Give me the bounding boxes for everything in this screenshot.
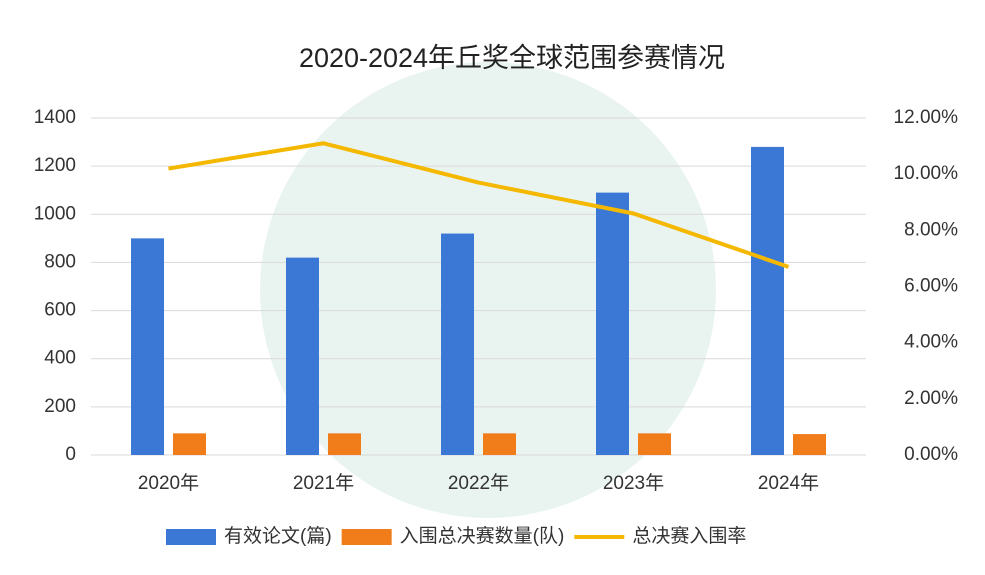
- y-tick-label: 800: [44, 251, 76, 272]
- y-tick-label: 200: [44, 396, 76, 417]
- x-tick-label: 2023年: [603, 472, 664, 494]
- y-tick-label: 0: [65, 444, 76, 465]
- bar: [286, 257, 319, 455]
- y2-tick-label: 0.00%: [904, 444, 958, 465]
- x-tick-label: 2020年: [138, 472, 199, 494]
- x-tick-label: 2021年: [293, 472, 354, 494]
- bar: [173, 433, 206, 455]
- legend-label: 总决赛入围率: [632, 525, 746, 547]
- y-tick-label: 600: [44, 300, 76, 321]
- legend-swatch: [166, 529, 216, 545]
- y2-tick-label: 8.00%: [904, 219, 958, 240]
- y-tick-label: 1200: [34, 155, 76, 176]
- x-tick-label: 2022年: [448, 472, 509, 494]
- y2-tick-label: 10.00%: [894, 163, 959, 184]
- bar: [483, 433, 516, 455]
- bar: [131, 238, 164, 455]
- legend-swatch: [341, 529, 392, 545]
- bar: [793, 434, 826, 455]
- y-tick-label: 1400: [34, 107, 76, 128]
- y2-tick-label: 2.00%: [904, 388, 958, 409]
- bar: [441, 233, 474, 455]
- line: [168, 141, 790, 269]
- x-tick-label: 2024年: [758, 472, 819, 494]
- bar: [638, 433, 671, 455]
- bar: [596, 192, 629, 455]
- legend-label: 入围总决赛数量(队): [400, 525, 565, 547]
- bar: [328, 433, 361, 455]
- y2-tick-label: 6.00%: [904, 276, 958, 297]
- bar: [751, 146, 784, 455]
- chart-title: 2020-2024年丘奖全球范围参赛情况: [299, 43, 725, 73]
- y-tick-label: 1000: [34, 203, 76, 224]
- y2-tick-label: 4.00%: [904, 332, 958, 353]
- legend-label: 有效论文(篇): [224, 525, 332, 547]
- y2-tick-label: 12.00%: [894, 107, 959, 128]
- y-tick-label: 400: [44, 348, 76, 369]
